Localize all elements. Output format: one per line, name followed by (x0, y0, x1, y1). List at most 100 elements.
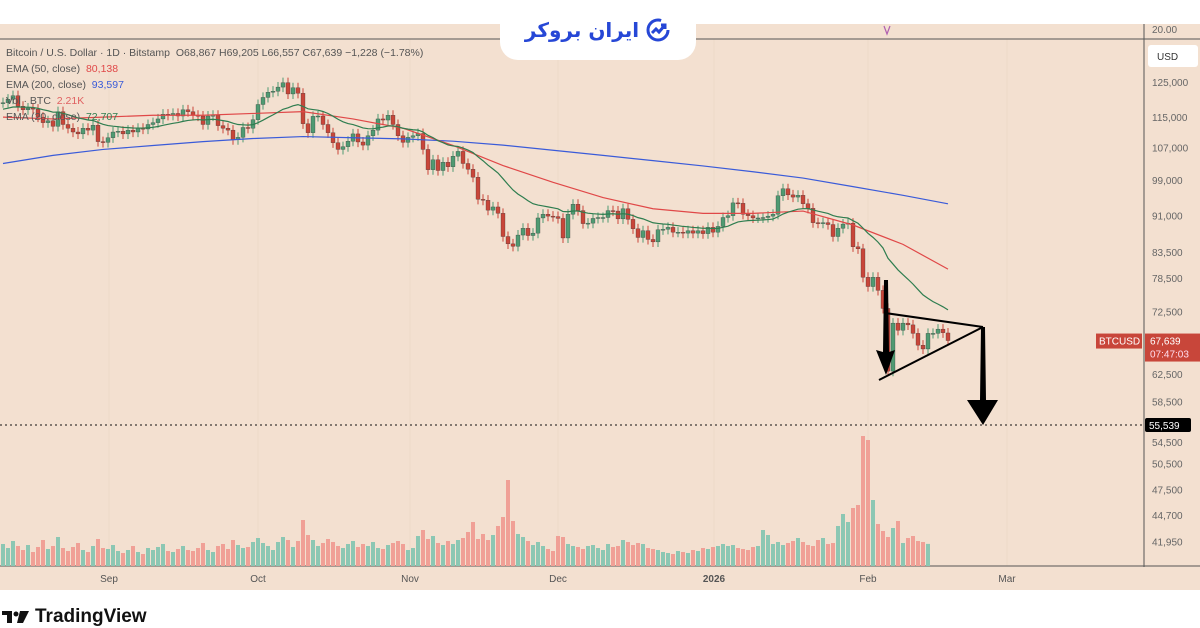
volume-bar (806, 545, 810, 566)
candle (80, 123, 86, 139)
candle (65, 119, 71, 134)
candle-body (765, 215, 771, 218)
candle-body (460, 151, 466, 164)
candle (300, 88, 306, 129)
volume-bar (596, 548, 600, 566)
candle (630, 214, 636, 234)
candle (585, 218, 591, 229)
candle-body (590, 218, 596, 224)
price-tick-label: 58,500 (1152, 398, 1183, 409)
candle (25, 103, 31, 115)
candle-body (520, 228, 526, 236)
price-tick-label: 107,000 (1152, 143, 1189, 154)
candle (15, 90, 21, 112)
volume-bar (706, 549, 710, 566)
volume-bar (656, 550, 660, 566)
candle-body (95, 125, 101, 142)
symbol-legend[interactable]: Bitcoin / U.S. Dollar · 1D · Bitstamp O6… (6, 47, 423, 59)
candle (335, 137, 341, 155)
volume-bar (661, 552, 665, 566)
volume-bar (101, 548, 105, 566)
candle (365, 130, 371, 151)
tradingview-icon (2, 611, 29, 623)
candle (340, 141, 346, 155)
candle (565, 209, 571, 244)
volume-bar (321, 543, 325, 566)
candle-body (505, 236, 511, 245)
candle-body (940, 328, 946, 333)
volume-bar (566, 544, 570, 566)
candle-body (510, 243, 516, 247)
volume-bar (96, 539, 100, 566)
volume-bar (791, 541, 795, 566)
volume-bar (296, 541, 300, 566)
candle-body (895, 322, 901, 331)
candle-body (700, 230, 706, 234)
volume-bar (311, 540, 315, 566)
price-tick-label: 62,500 (1152, 370, 1183, 381)
volume-bar (636, 543, 640, 566)
volume-bar (906, 538, 910, 566)
volume-bar (151, 550, 155, 566)
volume-bar (586, 546, 590, 566)
candle-body (685, 230, 691, 234)
candle-body (830, 224, 836, 237)
volume-bar (356, 547, 360, 566)
candle (510, 238, 516, 252)
candle (680, 227, 686, 239)
candle-body (730, 202, 736, 216)
volume-bar (871, 500, 875, 566)
time-axis (0, 567, 1200, 590)
candle (45, 115, 51, 128)
candle-body (130, 129, 136, 133)
candle (900, 318, 906, 336)
ema20-legend[interactable]: EMA (20, close) 72,707 (6, 111, 118, 123)
candle-body (100, 141, 106, 143)
candle (915, 328, 921, 351)
candle-body (80, 128, 86, 135)
volume-legend[interactable]: Vol · BTC 2.21K (6, 95, 84, 107)
ema200-legend[interactable]: EMA (200, close) 93,597 (6, 79, 124, 91)
volume-bar (531, 545, 535, 566)
candle-body (720, 217, 726, 227)
volume-bar (66, 551, 70, 566)
time-tick-label: Nov (401, 574, 419, 585)
volume-bar (756, 546, 760, 566)
candle-body (900, 322, 906, 331)
candle (825, 217, 831, 230)
volume-bar (506, 480, 510, 566)
candle (95, 120, 101, 147)
candle (70, 123, 76, 138)
brand-chart-icon (646, 18, 670, 42)
volume-bar (56, 537, 60, 566)
candle (755, 212, 761, 224)
candle-body (490, 206, 496, 211)
volume-bar (226, 549, 230, 566)
candle (780, 183, 786, 201)
volume-bar (366, 546, 370, 566)
volume-bar (171, 552, 175, 566)
volume-bar (686, 553, 690, 566)
tradingview-logo[interactable]: TradingView (2, 606, 147, 628)
candle (410, 130, 416, 143)
volume-bar (141, 554, 145, 566)
candle (145, 119, 151, 135)
volume-bar (551, 551, 555, 566)
volume-bar (691, 550, 695, 566)
volume-bar (51, 546, 55, 566)
candle-body (910, 324, 916, 334)
candle (180, 104, 186, 122)
candle (930, 328, 936, 339)
candle (275, 82, 281, 97)
candle (405, 132, 411, 148)
candle-body (230, 129, 236, 140)
candle-body (15, 95, 21, 107)
candle-body (220, 125, 226, 129)
volume-bar (476, 539, 480, 566)
candle-body (280, 82, 286, 88)
volume-bar (491, 535, 495, 566)
ema50-legend[interactable]: EMA (50, close) 80,138 (6, 63, 118, 75)
candle (590, 213, 596, 229)
candle-body (65, 124, 71, 129)
